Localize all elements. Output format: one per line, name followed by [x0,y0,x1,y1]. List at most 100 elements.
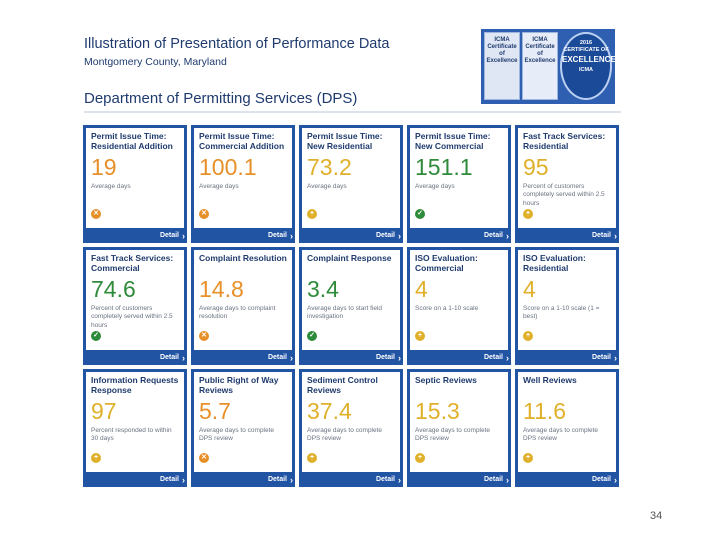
performance-tile[interactable]: Fast Track Services: Residential 95 Percen… [515,125,619,243]
status-orange-icon: ✕ [199,331,209,341]
detail-link[interactable]: Detail [483,476,503,483]
tile-footer[interactable]: Detail › [299,228,403,243]
chevron-right-icon[interactable]: › [182,231,185,241]
chevron-right-icon[interactable]: › [398,475,401,485]
detail-link[interactable]: Detail [375,232,395,239]
detail-link[interactable]: Detail [375,476,395,483]
tile-footer[interactable]: Detail › [407,472,511,487]
award-badges-image: ICMA Certificate of Excellence ICMA Cert… [481,29,615,104]
tile-title: Complaint Resolution [199,253,287,263]
performance-tile[interactable]: Public Right of Way Reviews 5.7 Average da… [191,369,295,487]
tile-footer[interactable]: Detail › [191,350,295,365]
tile-value: 15.3 [415,398,460,424]
tile-title: Permit Issue Time: Residential Addition [91,131,173,151]
tile-body: Complaint Resolution 14.8 Average days to … [194,250,292,362]
tile-footer[interactable]: Detail › [515,350,619,365]
page-number: 34 [650,510,663,522]
chevron-right-icon[interactable]: › [506,231,509,241]
tile-footer[interactable]: Detail › [83,472,187,487]
status-green-icon: ✓ [415,209,425,219]
chevron-right-icon[interactable]: › [506,353,509,363]
tile-body: Fast Track Services: Commercial 74.6 Perce… [86,250,184,362]
tile-description: Percent of customers completely served w… [523,183,605,207]
performance-tile[interactable]: Permit Issue Time: New Residential 73.2 Av… [299,125,403,243]
detail-link[interactable]: Detail [267,232,287,239]
tile-description: Score on a 1-10 scale [415,305,479,312]
tile-title: Complaint Response [307,253,392,263]
detail-link[interactable]: Detail [483,354,503,361]
award-badge-1: ICMA Certificate of Excellence [484,32,520,100]
tile-value: 19 [91,154,117,180]
tile-body: Permit Issue Time: Commercial Addition 10… [194,128,292,240]
chevron-right-icon[interactable]: › [290,353,293,363]
performance-tile[interactable]: Sediment Control Reviews 37.4 Average days… [299,369,403,487]
detail-link[interactable]: Detail [591,354,611,361]
detail-link[interactable]: Detail [267,476,287,483]
tile-footer[interactable]: Detail › [191,228,295,243]
status-orange-icon: ✕ [199,209,209,219]
tile-value: 95 [523,154,549,180]
tile-description: Average days to complaint resolution [199,305,276,321]
performance-tile[interactable]: Complaint Resolution 14.8 Average days to … [191,247,295,365]
tile-description: Average days [307,183,347,190]
tile-value: 37.4 [307,398,352,424]
tile-footer[interactable]: Detail › [83,350,187,365]
chevron-right-icon[interactable]: › [182,353,185,363]
chevron-right-icon[interactable]: › [290,231,293,241]
status-yellow-icon: + [91,453,101,463]
chevron-right-icon[interactable]: › [398,231,401,241]
performance-tile-grid: Permit Issue Time: Residential Addition 1… [83,125,619,487]
tile-footer[interactable]: Detail › [515,228,619,243]
status-green-icon: ✓ [307,331,317,341]
chevron-right-icon[interactable]: › [506,475,509,485]
chevron-right-icon[interactable]: › [182,475,185,485]
detail-link[interactable]: Detail [159,354,179,361]
tile-footer[interactable]: Detail › [83,228,187,243]
tile-title: Fast Track Services: Residential [523,131,606,151]
status-yellow-icon: + [523,209,533,219]
performance-tile[interactable]: Fast Track Services: Commercial 74.6 Perce… [83,247,187,365]
badge-org: ICMA [578,66,594,73]
chevron-right-icon[interactable]: › [290,475,293,485]
performance-tile[interactable]: Permit Issue Time: Commercial Addition 10… [191,125,295,243]
tile-footer[interactable]: Detail › [299,350,403,365]
status-yellow-icon: + [523,331,533,341]
tile-footer[interactable]: Detail › [299,472,403,487]
chevron-right-icon[interactable]: › [398,353,401,363]
tile-description: Average days to start field investigatio… [307,305,383,321]
detail-link[interactable]: Detail [591,476,611,483]
chevron-right-icon[interactable]: › [614,353,617,363]
detail-link[interactable]: Detail [159,232,179,239]
performance-tile[interactable]: Septic Reviews 15.3 Average days to comple… [407,369,511,487]
performance-tile[interactable]: ISO Evaluation: Residential 4 Score on a 1… [515,247,619,365]
performance-tile[interactable]: Permit Issue Time: Residential Addition 1… [83,125,187,243]
tile-description: Score on a 1-10 scale (1 = best) [523,305,600,321]
performance-tile[interactable]: Information Requests Response 97 Percent r… [83,369,187,487]
tile-footer[interactable]: Detail › [407,228,511,243]
chevron-right-icon[interactable]: › [614,475,617,485]
tile-body: Sediment Control Reviews 37.4 Average days… [302,372,400,484]
tile-footer[interactable]: Detail › [407,350,511,365]
status-green-icon: ✓ [91,331,101,341]
performance-tile[interactable]: ISO Evaluation: Commercial 4 Score on a 1-… [407,247,511,365]
tile-body: Septic Reviews 15.3 Average days to comple… [410,372,508,484]
performance-tile[interactable]: Well Reviews 11.6 Average days to complete… [515,369,619,487]
tile-title: Permit Issue Time: Commercial Addition [199,131,285,151]
chevron-right-icon[interactable]: › [614,231,617,241]
performance-tile[interactable]: Permit Issue Time: New Commercial 151.1 Av… [407,125,511,243]
detail-link[interactable]: Detail [159,476,179,483]
slide-subtitle: Montgomery County, Maryland [84,56,227,68]
badge-main-text: EXCELLENCE [562,55,615,65]
tile-footer[interactable]: Detail › [191,472,295,487]
badge-text: CERTIFICATE OF [563,46,609,53]
award-badge-3: 2016 CERTIFICATE OF EXCELLENCE ICMA [560,32,615,100]
detail-link[interactable]: Detail [375,354,395,361]
status-yellow-icon: + [307,209,317,219]
detail-link[interactable]: Detail [267,354,287,361]
performance-tile[interactable]: Complaint Response 3.4 Average days to sta… [299,247,403,365]
detail-link[interactable]: Detail [591,232,611,239]
tile-description: Percent of customers completely served w… [91,305,173,329]
detail-link[interactable]: Detail [483,232,503,239]
tile-title: Permit Issue Time: New Commercial [415,131,491,151]
tile-footer[interactable]: Detail › [515,472,619,487]
